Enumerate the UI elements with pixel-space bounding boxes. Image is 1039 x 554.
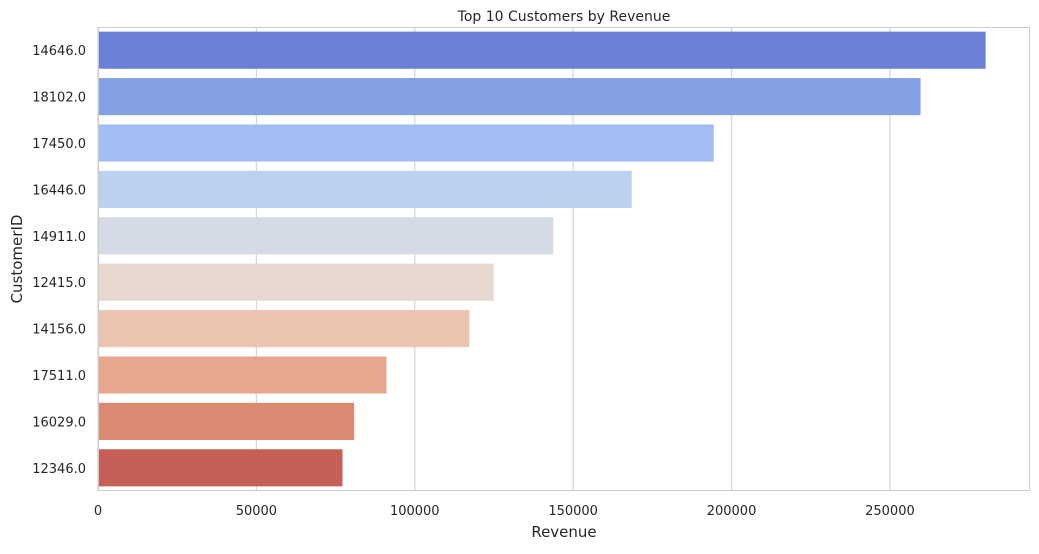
bars <box>98 31 986 487</box>
bar <box>98 124 714 162</box>
y-tick-label: 12415.0 <box>32 276 86 291</box>
bar <box>98 402 355 440</box>
y-tick-label: 16446.0 <box>32 183 86 198</box>
y-tick-label: 14156.0 <box>32 323 86 338</box>
y-tick-labels: 14646.0 18102.0 17450.0 16446.0 14911.0 12415… <box>32 44 86 477</box>
y-axis-label: CustomerID <box>8 215 26 304</box>
x-tick-labels: 0 50000 100000 150000 200000 250000 <box>94 504 915 519</box>
x-tick-label: 0 <box>94 504 102 519</box>
y-tick-label: 14911.0 <box>32 230 86 245</box>
y-tick-label: 17511.0 <box>32 369 86 384</box>
bar <box>98 31 986 69</box>
x-tick-label: 150000 <box>548 504 598 519</box>
y-tick-label: 17450.0 <box>32 137 86 152</box>
plot-frame <box>98 27 1030 491</box>
bar <box>98 310 470 348</box>
bar <box>98 217 554 255</box>
x-axis-label: Revenue <box>531 523 596 541</box>
bar <box>98 78 921 116</box>
x-tick-label: 250000 <box>865 504 915 519</box>
bar <box>98 263 494 301</box>
y-tick-label: 12346.0 <box>32 462 86 477</box>
y-tick-label: 18102.0 <box>32 91 86 106</box>
bar <box>98 170 632 208</box>
x-tick-label: 100000 <box>390 504 440 519</box>
y-tick-label: 14646.0 <box>32 44 86 59</box>
x-tick-label: 50000 <box>236 504 277 519</box>
x-tick-label: 200000 <box>707 504 757 519</box>
chart-title: Top 10 Customers by Revenue <box>457 9 671 25</box>
y-tick-label: 16029.0 <box>32 415 86 430</box>
bar <box>98 449 343 487</box>
bar <box>98 356 387 394</box>
